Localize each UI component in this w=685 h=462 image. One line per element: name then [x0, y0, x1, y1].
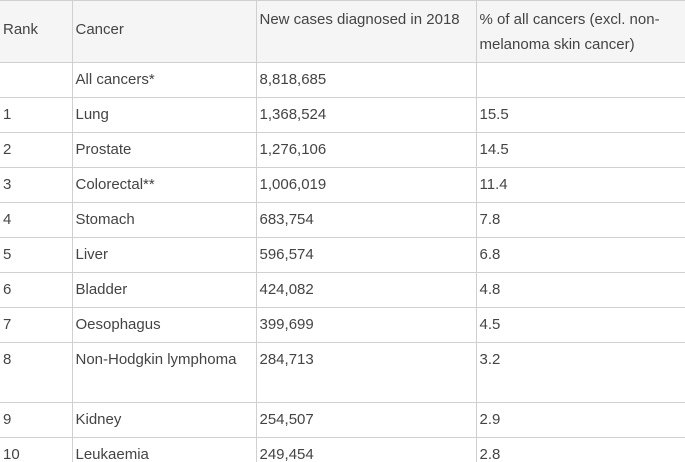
- cell-new-cases: 399,699: [255, 307, 477, 343]
- table-row: 6 Bladder 424,082 4.8: [0, 272, 685, 308]
- cell-percent: 3.2: [475, 342, 685, 403]
- table-row: 4 Stomach 683,754 7.8: [0, 202, 685, 238]
- cell-percent: 7.8: [475, 202, 685, 238]
- header-cancer: Cancer: [71, 0, 257, 63]
- table-row: 2 Prostate 1,276,106 14.5: [0, 132, 685, 168]
- cell-rank: 5: [0, 237, 73, 273]
- cell-rank: 1: [0, 97, 73, 133]
- cell-percent: 15.5: [475, 97, 685, 133]
- table-row: 10 Leukaemia 249,454 2.8: [0, 437, 685, 462]
- cell-percent: 11.4: [475, 167, 685, 203]
- cell-new-cases: 284,713: [255, 342, 477, 403]
- cell-new-cases: 683,754: [255, 202, 477, 238]
- table-body: All cancers* 8,818,685 1 Lung 1,368,524 …: [0, 62, 685, 462]
- cell-new-cases: 249,454: [255, 437, 477, 462]
- cell-percent: 4.8: [475, 272, 685, 308]
- cell-rank: 2: [0, 132, 73, 168]
- cell-new-cases: 1,368,524: [255, 97, 477, 133]
- cell-percent: 2.9: [475, 402, 685, 438]
- cell-percent: 2.8: [475, 437, 685, 462]
- table-row: 7 Oesophagus 399,699 4.5: [0, 307, 685, 343]
- table-header: Rank Cancer New cases diagnosed in 2018 …: [0, 0, 685, 63]
- header-rank: Rank: [0, 0, 73, 63]
- cell-percent: [475, 62, 685, 98]
- table-row: 1 Lung 1,368,524 15.5: [0, 97, 685, 133]
- cell-cancer: Liver: [71, 237, 257, 273]
- cell-percent: 6.8: [475, 237, 685, 273]
- table-row: 8 Non-Hodgkin lymphoma 284,713 3.2: [0, 342, 685, 403]
- cell-cancer: Non-Hodgkin lymphoma: [71, 342, 257, 403]
- table-row: 3 Colorectal** 1,006,019 11.4: [0, 167, 685, 203]
- table-row: 9 Kidney 254,507 2.9: [0, 402, 685, 438]
- cell-cancer: All cancers*: [71, 62, 257, 98]
- table-row: 5 Liver 596,574 6.8: [0, 237, 685, 273]
- cell-new-cases: 8,818,685: [255, 62, 477, 98]
- cell-cancer: Leukaemia: [71, 437, 257, 462]
- cell-rank: 4: [0, 202, 73, 238]
- header-row: Rank Cancer New cases diagnosed in 2018 …: [0, 0, 685, 63]
- header-percent-of-all: % of all cancers (excl. non-melanoma ski…: [475, 0, 685, 63]
- cell-cancer: Lung: [71, 97, 257, 133]
- cell-percent: 4.5: [475, 307, 685, 343]
- cell-new-cases: 1,006,019: [255, 167, 477, 203]
- cell-new-cases: 1,276,106: [255, 132, 477, 168]
- cell-cancer: Bladder: [71, 272, 257, 308]
- cell-new-cases: 424,082: [255, 272, 477, 308]
- cell-new-cases: 596,574: [255, 237, 477, 273]
- cell-rank: 6: [0, 272, 73, 308]
- cell-rank: 3: [0, 167, 73, 203]
- cell-rank: [0, 62, 73, 98]
- cell-cancer: Oesophagus: [71, 307, 257, 343]
- cell-cancer: Prostate: [71, 132, 257, 168]
- cell-rank: 8: [0, 342, 73, 403]
- cell-rank: 7: [0, 307, 73, 343]
- cell-cancer: Colorectal**: [71, 167, 257, 203]
- table-row: All cancers* 8,818,685: [0, 62, 685, 98]
- cell-cancer: Kidney: [71, 402, 257, 438]
- cell-rank: 9: [0, 402, 73, 438]
- header-new-cases: New cases diagnosed in 2018: [255, 0, 477, 63]
- cell-cancer: Stomach: [71, 202, 257, 238]
- cell-percent: 14.5: [475, 132, 685, 168]
- cell-new-cases: 254,507: [255, 402, 477, 438]
- cell-rank: 10: [0, 437, 73, 462]
